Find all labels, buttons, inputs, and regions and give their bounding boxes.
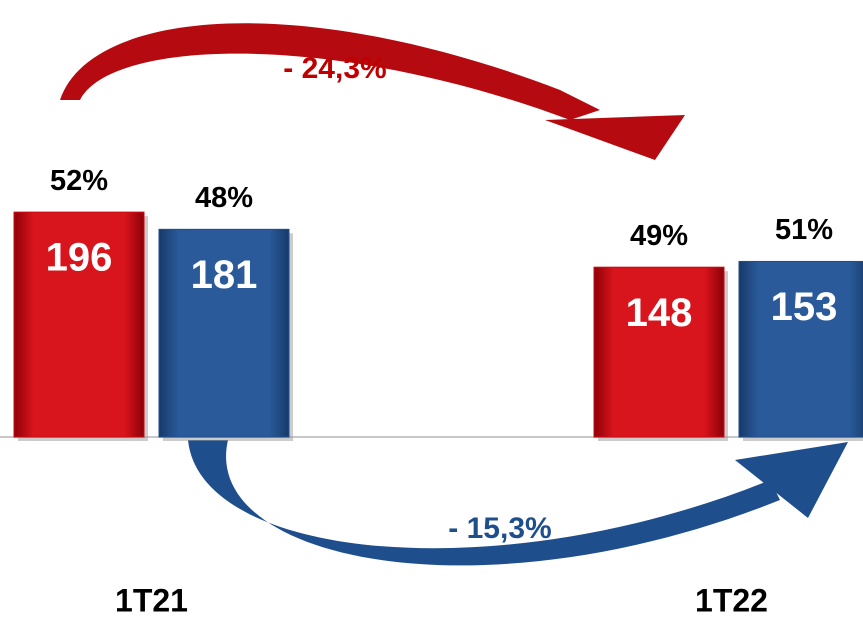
arrow-arc (188, 440, 780, 566)
value-label: 153 (771, 285, 838, 329)
value-label: 181 (191, 253, 258, 297)
bar (738, 260, 863, 438)
share-label: 48% (195, 182, 253, 214)
annotation: - 15,3% (448, 512, 551, 545)
share-label: 52% (50, 165, 108, 197)
arrow-head (735, 442, 848, 518)
category-label: 1T22 (695, 582, 768, 618)
share-label: 51% (775, 214, 833, 246)
bar (593, 266, 725, 438)
category-label: 1T21 (115, 582, 188, 618)
share-label: 49% (630, 220, 688, 252)
arrow-head (545, 115, 685, 160)
bar (158, 228, 290, 438)
value-label: 148 (626, 291, 693, 335)
value-label: 196 (46, 236, 113, 280)
arrow-arc (60, 23, 600, 120)
bar (13, 211, 145, 438)
annotation: - 24,3% (283, 52, 386, 85)
